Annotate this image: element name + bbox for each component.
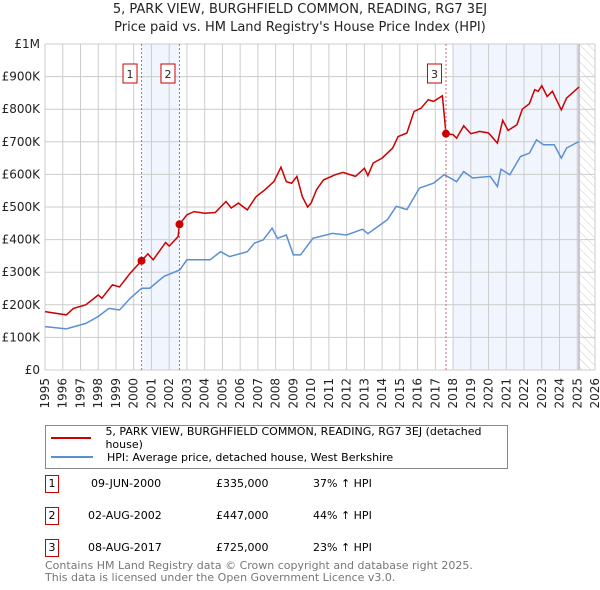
table-row: 3 08-AUG-2017 £725,000 23% ↑ HPI: [45, 539, 445, 557]
x-tick-label: 1999: [109, 378, 123, 409]
x-tick-label: 2008: [269, 378, 283, 409]
x-tick-label: 2024: [553, 378, 567, 409]
legend-swatch-blue: [51, 456, 93, 458]
sale-label: 2: [164, 68, 171, 81]
legend-label: HPI: Average price, detached house, West…: [107, 450, 394, 464]
sale-label: 3: [431, 68, 438, 81]
x-tick-label: 2005: [215, 378, 229, 409]
x-tick-label: 1995: [38, 378, 52, 409]
x-tick-label: 2023: [535, 378, 549, 409]
x-tick-label: 2012: [340, 378, 354, 409]
x-tick-label: 2003: [180, 378, 194, 409]
x-tick-label: 2021: [499, 378, 513, 409]
sale-price: £447,000: [216, 509, 269, 522]
x-tick-label: 2004: [198, 378, 212, 409]
y-tick-label: £0: [25, 363, 40, 377]
x-tick-label: 2011: [322, 378, 336, 409]
footer-licence: This data is licensed under the Open Gov…: [45, 571, 396, 584]
sale-point: [441, 129, 450, 138]
x-tick-label: 1997: [73, 378, 87, 409]
y-tick-label: £1M: [14, 37, 40, 51]
sale-point: [175, 220, 184, 229]
x-tick-label: 2010: [304, 378, 318, 409]
x-tick-label: 2000: [127, 378, 141, 409]
x-tick-label: 2026: [588, 378, 600, 409]
x-tick-label: 2017: [428, 378, 442, 409]
x-tick-label: 2025: [570, 378, 584, 409]
legend-label: 5, PARK VIEW, BURGHFIELD COMMON, READING…: [105, 425, 482, 451]
x-tick-label: 2007: [251, 378, 265, 409]
sale-hpi: 23% ↑ HPI: [313, 541, 372, 554]
x-tick-label: 2018: [446, 378, 460, 409]
price-chart: £0 £100K £200K £300K £400K £500K £600K £700K £80…: [2, 37, 600, 409]
sale-hpi: 37% ↑ HPI: [313, 477, 372, 490]
x-tick-label: 2013: [357, 378, 371, 409]
x-tick-label: 2014: [375, 378, 389, 409]
y-tick-label: £500K: [2, 200, 42, 214]
sale-label-box: [122, 63, 138, 84]
y-tick-label: £200K: [2, 298, 42, 312]
legend-swatch-red: [51, 437, 92, 439]
chart-subtitle: Price paid vs. HM Land Registry's House …: [114, 20, 486, 35]
table-row: 1 09-JUN-2000 £335,000 37% ↑ HPI: [45, 475, 445, 493]
hpi-line: [44, 138, 580, 330]
sale-date: 09-JUN-2000: [91, 477, 162, 490]
chart-title: 5, PARK VIEW, BURGHFIELD COMMON, READING…: [112, 2, 488, 17]
property-price-line: [44, 84, 580, 316]
x-tick-label: 2001: [144, 378, 158, 409]
y-tick-label: £100K: [2, 330, 42, 344]
x-tick-label: 2020: [482, 378, 496, 409]
x-tick-label: 1996: [56, 378, 70, 409]
sale-label: 1: [127, 68, 134, 81]
x-tick-label: 2019: [464, 378, 478, 409]
y-tick-label: £300K: [2, 265, 42, 279]
x-tick-label: 2022: [517, 378, 531, 409]
sale-price: £335,000: [216, 477, 269, 490]
sale-hpi: 44% ↑ HPI: [313, 509, 372, 522]
sale-point: [137, 256, 146, 265]
y-tick-label: £800K: [2, 102, 42, 116]
legend-item-hpi: HPI: Average price, detached house, West…: [51, 449, 393, 465]
y-tick-label: £700K: [2, 135, 42, 149]
x-tick-label: 2015: [393, 378, 407, 409]
sale-date: 02-AUG-2002: [88, 509, 162, 522]
sale-label-box: [160, 63, 176, 84]
footer-copyright: Contains HM Land Registry data © Crown c…: [45, 559, 473, 572]
legend-item-property: 5, PARK VIEW, BURGHFIELD COMMON, READING…: [51, 425, 507, 451]
sale-marker-badge: 1: [45, 475, 59, 493]
sale-date: 08-AUG-2017: [88, 541, 162, 554]
sale-label-box: [426, 63, 442, 84]
x-tick-label: 2002: [162, 378, 176, 409]
y-tick-label: £900K: [2, 70, 42, 84]
y-tick-label: £600K: [2, 167, 42, 181]
sale-price: £725,000: [216, 541, 269, 554]
x-tick-label: 2006: [233, 378, 247, 409]
x-tick-label: 1998: [91, 378, 105, 409]
footer: Contains HM Land Registry data © Crown c…: [45, 560, 473, 584]
x-tick-label: 2016: [411, 378, 425, 409]
x-tick-label: 2009: [286, 378, 300, 409]
legend: 5, PARK VIEW, BURGHFIELD COMMON, READING…: [45, 425, 508, 469]
sale-marker-badge: 2: [45, 507, 59, 525]
table-row: 2 02-AUG-2002 £447,000 44% ↑ HPI: [45, 507, 445, 525]
sale-marker-badge: 3: [45, 539, 59, 557]
y-tick-label: £400K: [2, 233, 42, 247]
